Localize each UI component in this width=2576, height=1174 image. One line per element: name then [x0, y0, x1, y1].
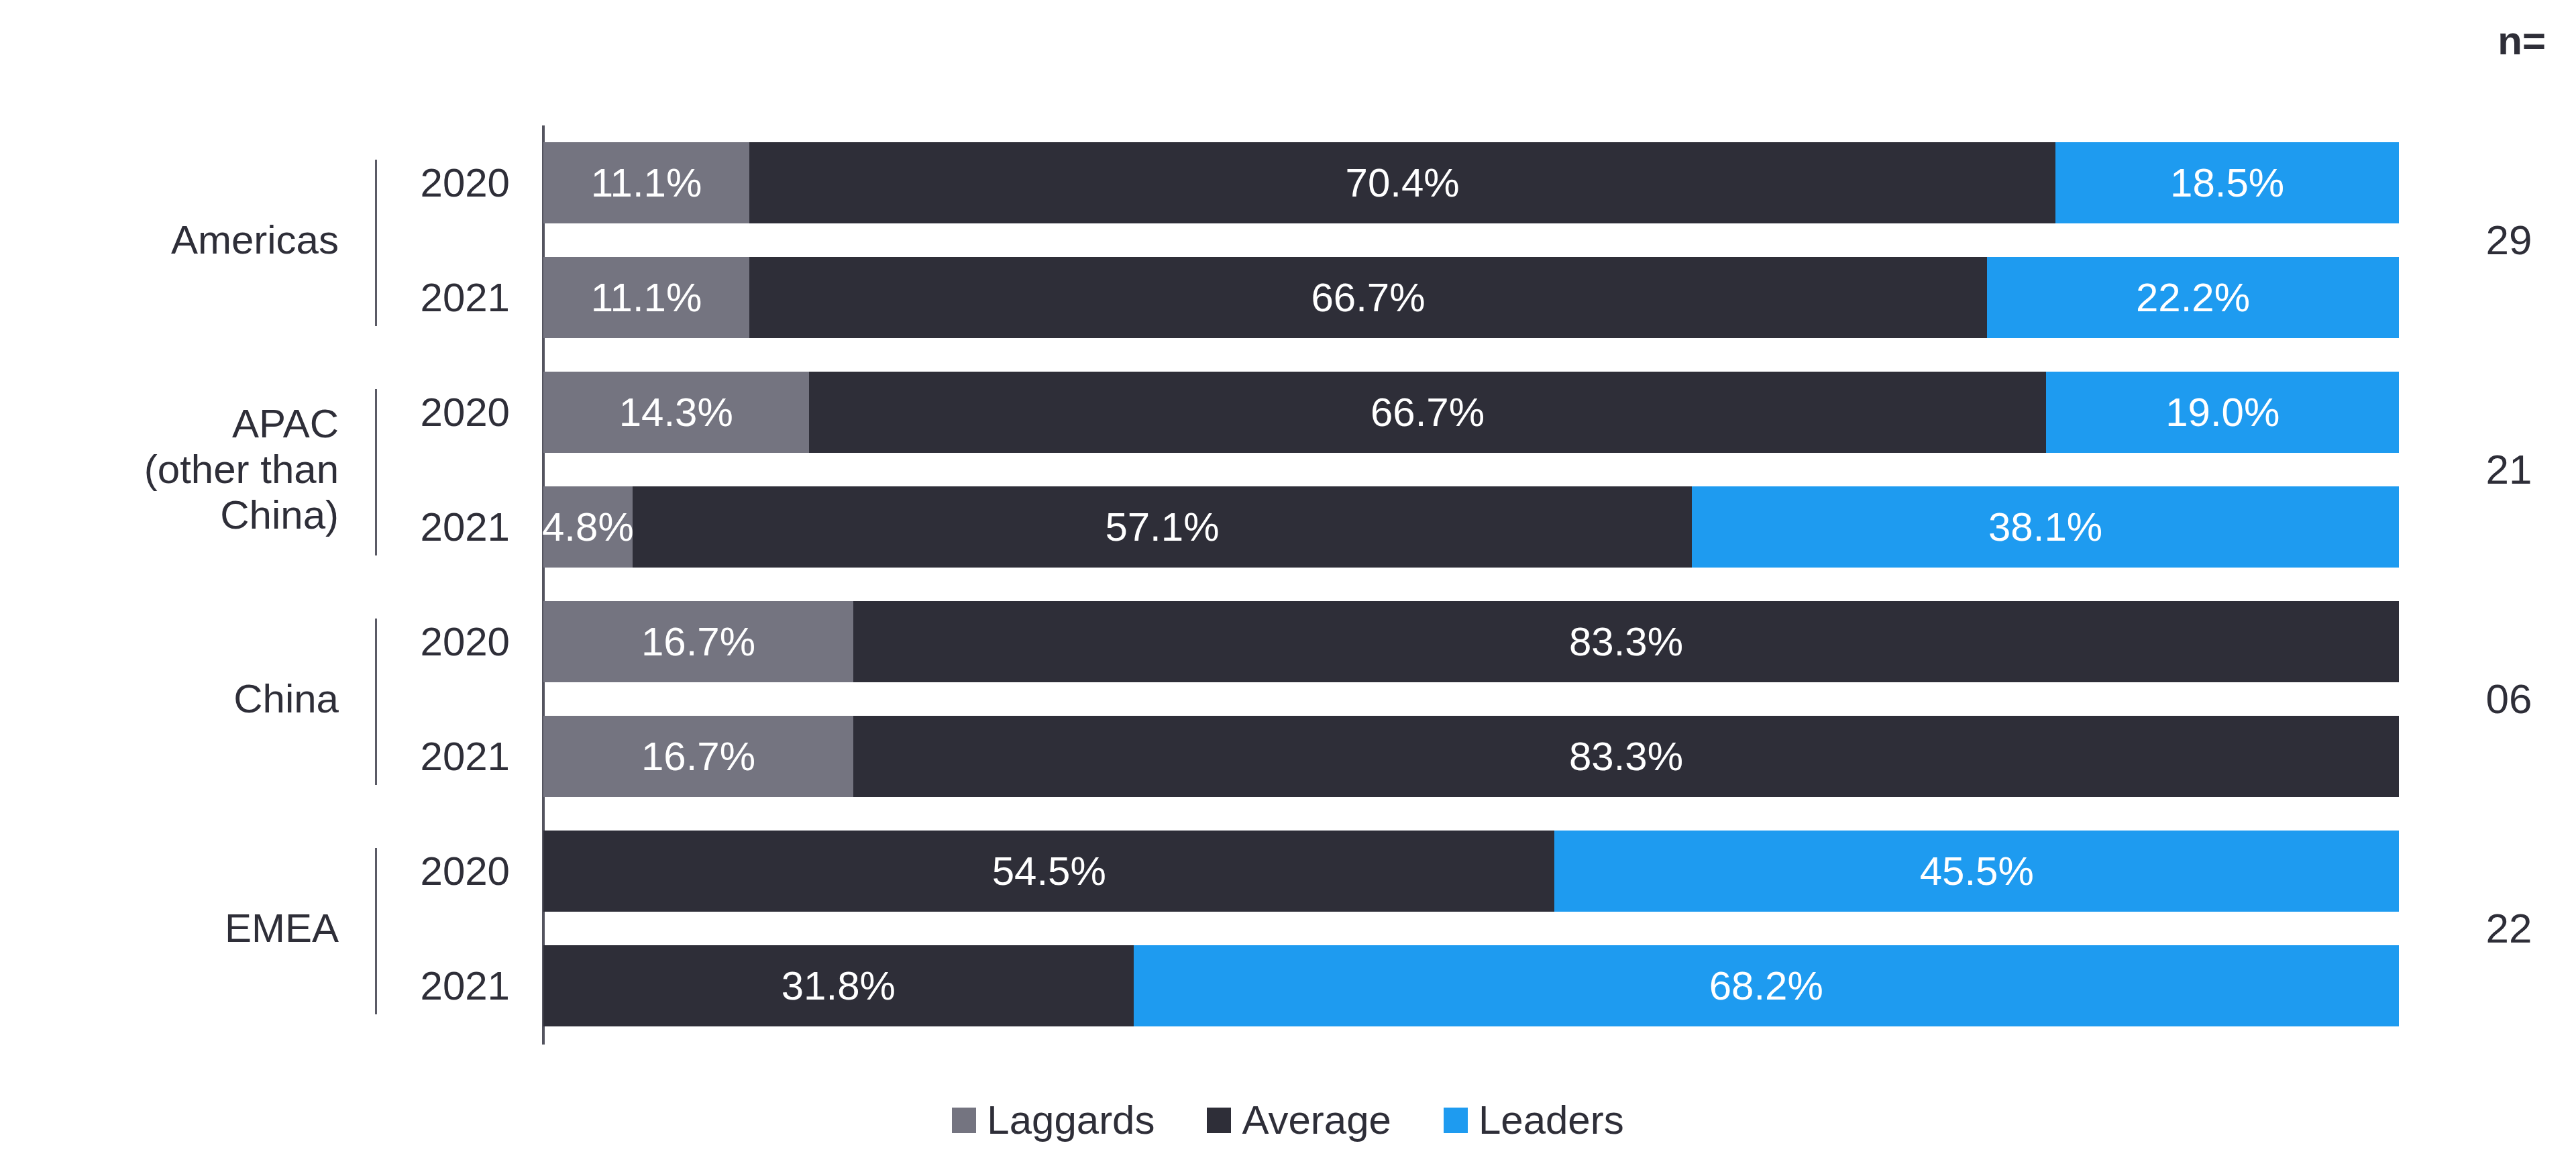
segment-value-label: 38.1% — [1988, 504, 2102, 550]
bar-segment-average: 57.1% — [633, 486, 1692, 568]
bar-row: 16.7% 83.3% — [543, 601, 2399, 682]
year-label: 2020 — [366, 619, 510, 665]
bar-segment-average: 66.7% — [809, 372, 2047, 453]
segment-value-label: 19.0% — [2165, 389, 2279, 435]
n-value: 22 — [2428, 905, 2576, 952]
bar-segment-laggards: 16.7% — [543, 716, 853, 797]
bar-segment-laggards: 11.1% — [543, 257, 749, 338]
segment-value-label: 11.1% — [591, 274, 702, 321]
segment-value-label: 83.3% — [1569, 619, 1683, 665]
bar-segment-leaders: 45.5% — [1554, 831, 2399, 912]
segment-value-label: 66.7% — [1371, 389, 1485, 435]
bar-row: 11.1% 66.7% 22.2% — [543, 257, 2399, 338]
n-column-header: n= — [2361, 17, 2546, 64]
bar-row: 31.8% 68.2% — [543, 945, 2399, 1026]
segment-value-label: 14.3% — [619, 389, 733, 435]
bar-segment-laggards: 16.7% — [543, 601, 853, 682]
legend-label: Laggards — [987, 1096, 1155, 1144]
year-label: 2020 — [366, 160, 510, 207]
n-value: 06 — [2428, 676, 2576, 723]
bar-segment-leaders: 22.2% — [1987, 257, 2399, 338]
legend-item-laggards: Laggards — [952, 1096, 1155, 1144]
year-label: 2020 — [366, 848, 510, 895]
segment-value-label: 57.1% — [1105, 504, 1219, 550]
n-value: 29 — [2428, 217, 2576, 264]
segment-value-label: 83.3% — [1569, 733, 1683, 780]
bar-row: 11.1% 70.4% 18.5% — [543, 142, 2399, 223]
bar-segment-average: 83.3% — [853, 601, 2399, 682]
legend-item-average: Average — [1207, 1096, 1391, 1144]
bar-segment-average: 70.4% — [749, 142, 2055, 223]
chart-legend: Laggards Average Leaders — [0, 1096, 2576, 1144]
segment-value-label: 54.5% — [992, 848, 1106, 894]
bar-segment-leaders: 38.1% — [1692, 486, 2399, 568]
region-label: APAC (other than China) — [0, 401, 339, 538]
bar-segment-laggards: 4.8% — [543, 486, 633, 568]
bar-segment-average: 83.3% — [853, 716, 2399, 797]
bar-segment-average: 31.8% — [543, 945, 1134, 1026]
bar-segment-average: 54.5% — [543, 831, 1554, 912]
segment-value-label: 31.8% — [782, 963, 896, 1009]
bar-row: 4.8% 57.1% 38.1% — [543, 486, 2399, 568]
bar-row: 16.7% 83.3% — [543, 716, 2399, 797]
bar-segment-laggards: 11.1% — [543, 142, 749, 223]
stacked-bar-chart: n= Americas 29 2020 11.1% 70.4% 18.5% 2021 11.1… — [0, 0, 2576, 1174]
legend-swatch-laggards — [952, 1108, 976, 1133]
region-label: China — [0, 676, 339, 722]
region-label: EMEA — [0, 906, 339, 951]
segment-value-label: 18.5% — [2170, 160, 2284, 206]
year-label: 2020 — [366, 389, 510, 436]
segment-value-label: 22.2% — [2136, 274, 2250, 321]
legend-swatch-leaders — [1444, 1108, 1468, 1133]
bar-segment-laggards: 14.3% — [543, 372, 809, 453]
bar-segment-leaders: 68.2% — [1134, 945, 2399, 1026]
bar-segment-average: 66.7% — [749, 257, 1987, 338]
year-label: 2021 — [366, 733, 510, 780]
segment-value-label: 66.7% — [1311, 274, 1425, 321]
legend-item-leaders: Leaders — [1444, 1096, 1624, 1144]
segment-value-label: 4.8% — [542, 504, 634, 550]
segment-value-label: 11.1% — [591, 160, 702, 206]
year-label: 2021 — [366, 274, 510, 321]
segment-value-label: 45.5% — [1920, 848, 2034, 894]
legend-label: Leaders — [1479, 1096, 1624, 1144]
n-value: 21 — [2428, 446, 2576, 493]
legend-swatch-average — [1207, 1108, 1231, 1133]
bar-row: 14.3% 66.7% 19.0% — [543, 372, 2399, 453]
segment-value-label: 70.4% — [1346, 160, 1460, 206]
bar-row: 54.5% 45.5% — [543, 831, 2399, 912]
year-label: 2021 — [366, 504, 510, 551]
segment-value-label: 68.2% — [1709, 963, 1823, 1009]
segment-value-label: 16.7% — [641, 619, 755, 665]
bar-segment-leaders: 19.0% — [2046, 372, 2399, 453]
segment-value-label: 16.7% — [641, 733, 755, 780]
region-label: Americas — [0, 217, 339, 263]
bar-segment-leaders: 18.5% — [2055, 142, 2399, 223]
legend-label: Average — [1242, 1096, 1391, 1144]
year-label: 2021 — [366, 963, 510, 1010]
